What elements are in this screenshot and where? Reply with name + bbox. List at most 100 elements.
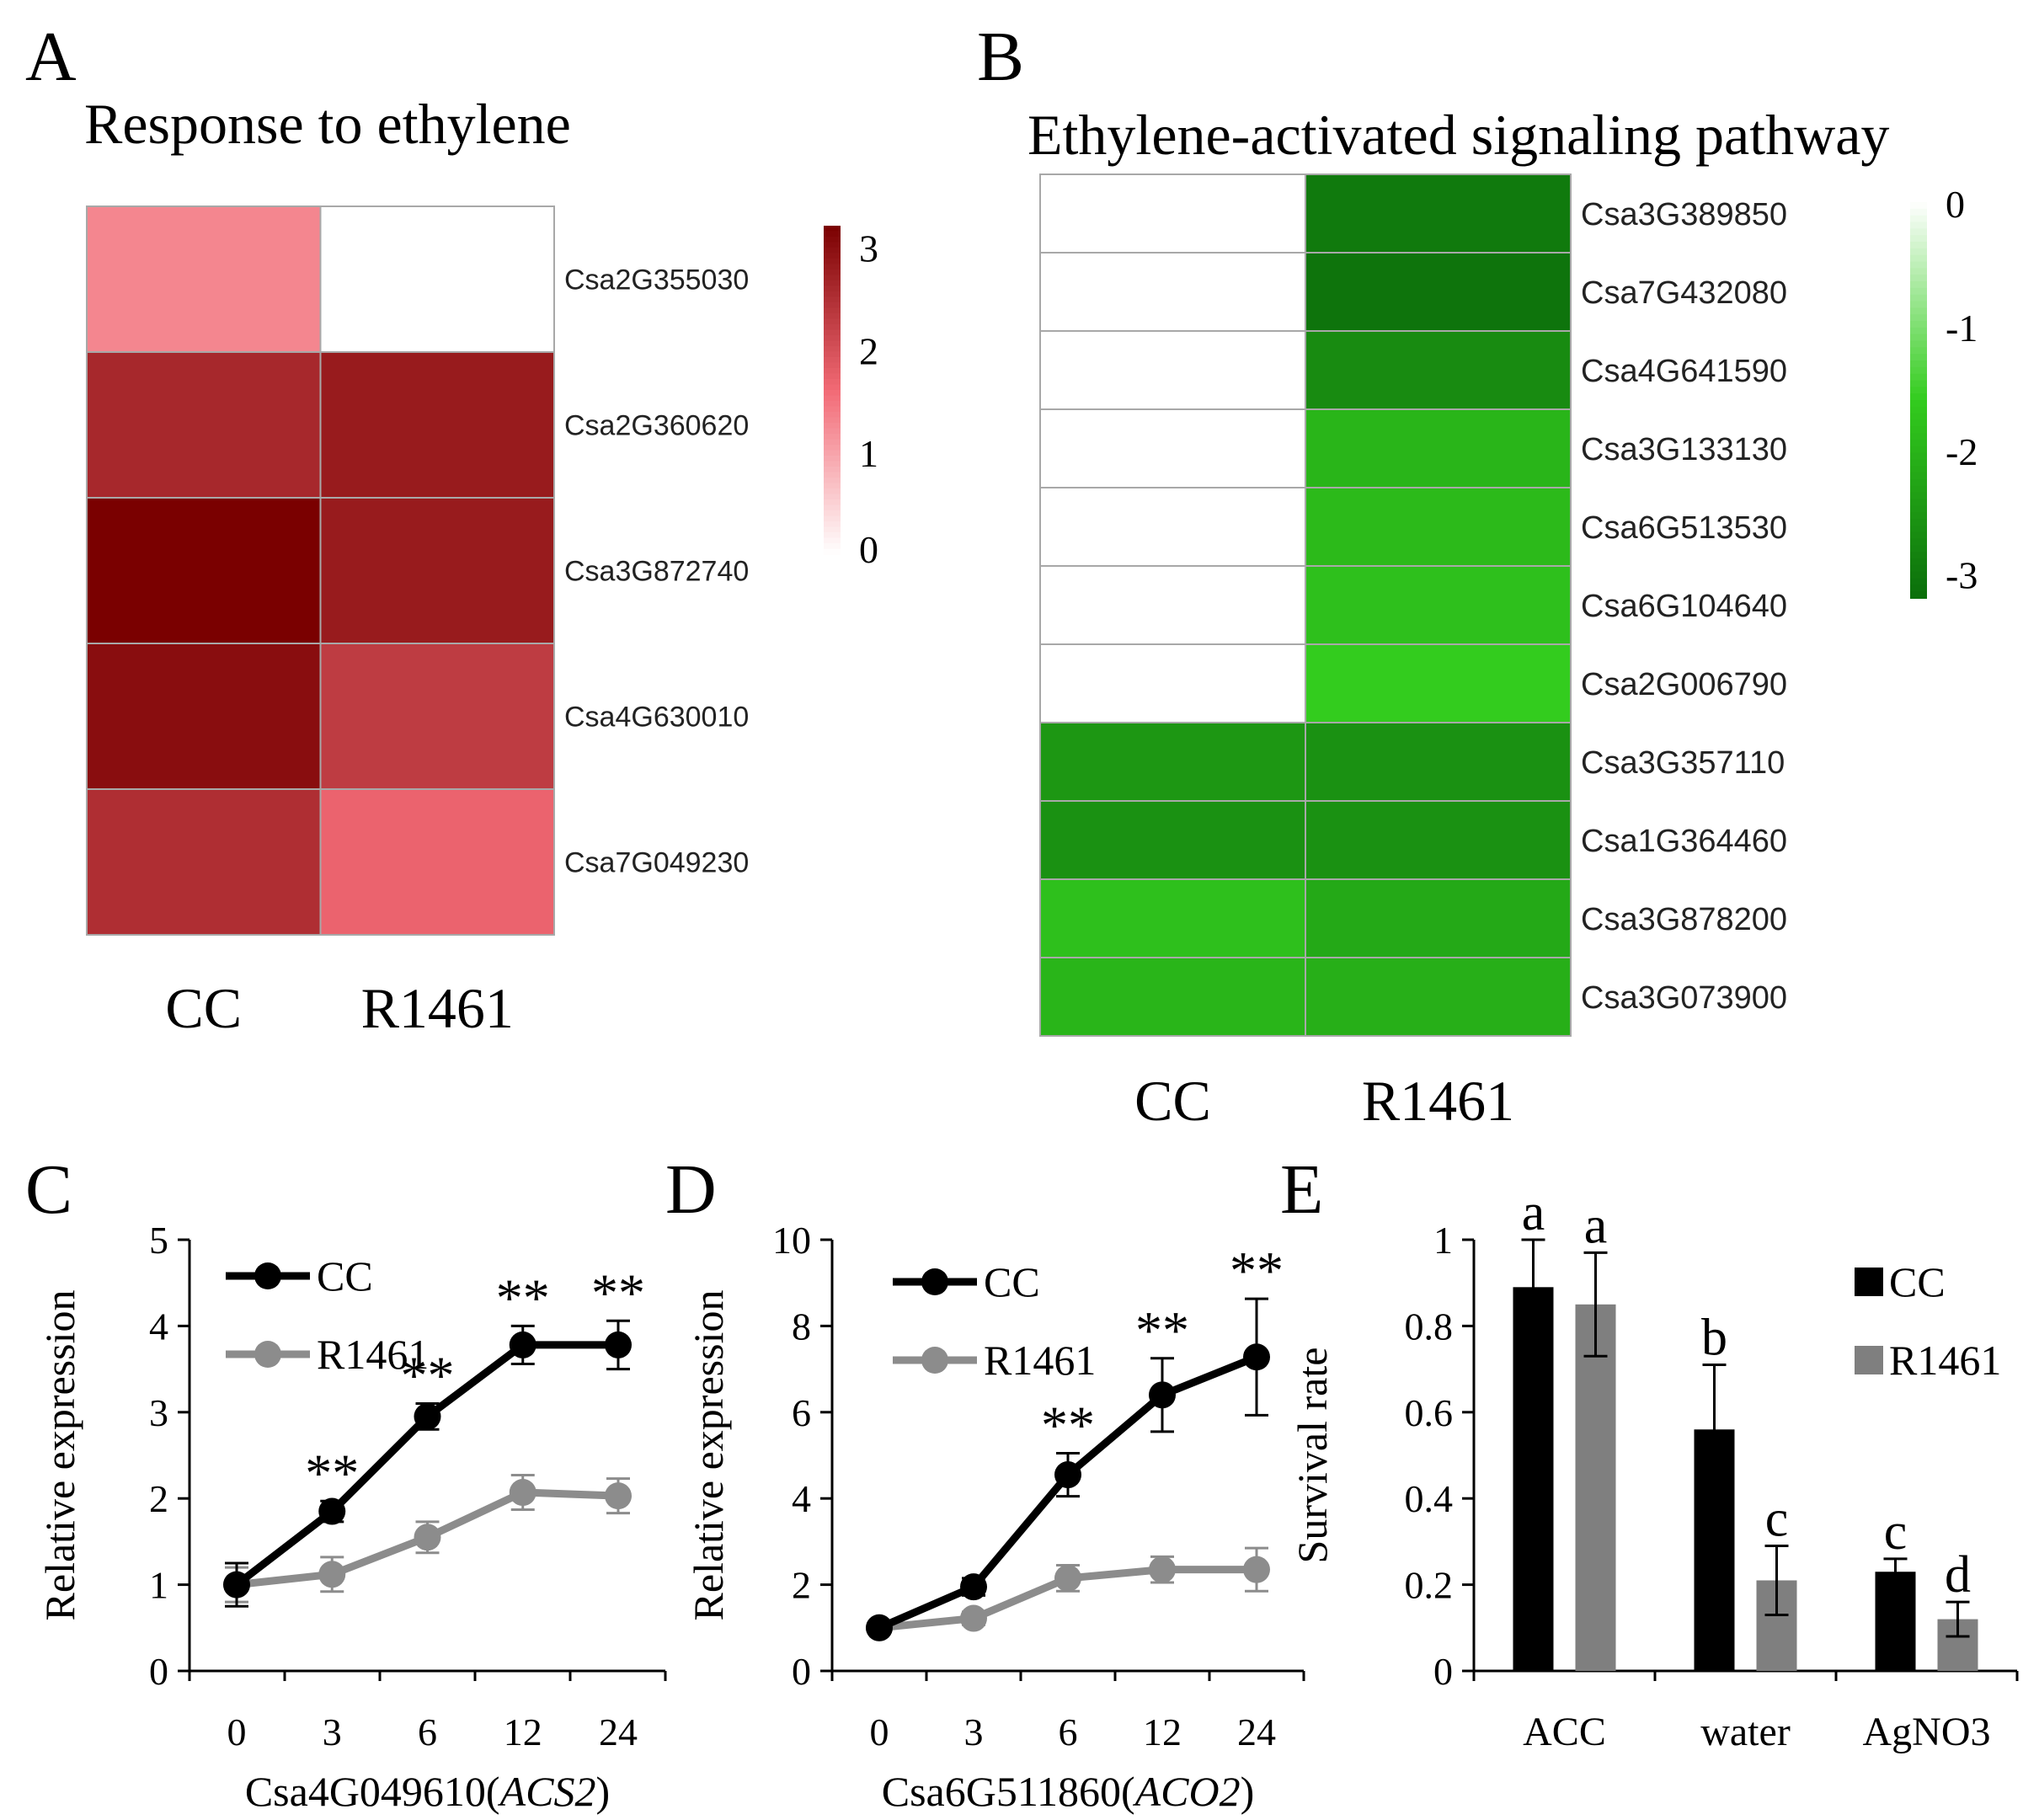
- colorbar-segment: [824, 537, 841, 544]
- y-tick-label: 0.6: [1405, 1391, 1454, 1434]
- data-point: [318, 1561, 346, 1588]
- heatmap-column-label: CC: [1134, 1069, 1211, 1133]
- colorbar-segment: [824, 324, 841, 331]
- heatmap-b: Ethylene-activated signaling pathway Csa…: [1028, 103, 1978, 1133]
- x-tick-label: 6: [1059, 1711, 1078, 1753]
- y-tick-label: 6: [792, 1391, 811, 1434]
- colorbar-segment: [824, 384, 841, 391]
- heatmap-row-label: Csa2G006790: [1581, 667, 1787, 702]
- heatmap-column-label: CC: [165, 976, 242, 1040]
- bar-chart-e: 0 0.2 0.4 0.6 0.8 1 Survival rate ACC a a water b c A…: [1289, 1184, 2019, 1754]
- colorbar-segment: [824, 526, 841, 533]
- x-tick-label: 6: [418, 1711, 437, 1753]
- heatmap-cell: [1305, 800, 1572, 880]
- data-point: [509, 1331, 536, 1358]
- y-axis-label: Relative expression: [36, 1290, 83, 1621]
- colorbar-segment: [824, 494, 841, 500]
- heatmap-row-label: Csa6G104640: [1581, 589, 1787, 624]
- colorbar-segment: [1910, 261, 1927, 270]
- legend-label: R1461: [1889, 1337, 2001, 1384]
- heatmap-cell: [1039, 878, 1306, 958]
- colorbar-segment: [1910, 512, 1927, 520]
- data-point: [866, 1614, 893, 1641]
- legend-label: CC: [1889, 1258, 1946, 1305]
- heatmap-row-label: Csa2G360620: [564, 410, 749, 442]
- colorbar-segment: [824, 445, 841, 451]
- colorbar-segment: [1910, 287, 1927, 296]
- bar-cc: [1875, 1572, 1916, 1671]
- colorbar-segment: [824, 543, 841, 550]
- y-tick-label: 4: [792, 1477, 811, 1520]
- colorbar-segment: [1910, 373, 1927, 382]
- panel-label-e: E: [1280, 1150, 1323, 1229]
- colorbar-segment: [824, 434, 841, 440]
- colorbar-segment: [1910, 406, 1927, 414]
- colorbar-segment: [824, 248, 841, 254]
- colorbar-tick-label: 1: [859, 432, 878, 475]
- heatmap-cell: [86, 351, 322, 499]
- colorbar-segment: [1910, 202, 1927, 210]
- heatmap-row-label: Csa7G049230: [564, 847, 749, 879]
- colorbar-segment: [1910, 419, 1927, 428]
- x-tick-label: 0: [870, 1711, 889, 1753]
- colorbar-segment: [1910, 294, 1927, 302]
- colorbar-segment: [1910, 472, 1927, 480]
- colorbar-segment: [824, 231, 841, 238]
- heatmap-cell: [1305, 408, 1572, 488]
- colorbar-segment: [824, 423, 841, 430]
- colorbar-segment: [1910, 519, 1927, 526]
- y-tick-label: 3: [149, 1391, 168, 1434]
- colorbar-segment: [824, 510, 841, 517]
- colorbar-segment: [824, 307, 841, 314]
- colorbar-segment: [1910, 426, 1927, 435]
- colorbar-segment: [1910, 433, 1927, 440]
- colorbar-segment: [1910, 466, 1927, 474]
- colorbar-segment: [824, 340, 841, 347]
- colorbar-segment: [1910, 387, 1927, 395]
- significance-marker: **: [591, 1262, 645, 1322]
- colorbar-segment: [824, 368, 841, 375]
- x-tick-label: 12: [504, 1711, 542, 1753]
- heatmap-cell: [1039, 408, 1306, 488]
- legend-marker: [921, 1347, 948, 1374]
- heatmap-cell: [319, 643, 555, 790]
- y-tick-label: 0.2: [1405, 1564, 1454, 1607]
- colorbar-segment: [1910, 380, 1927, 388]
- colorbar-segment: [1910, 393, 1927, 401]
- colorbar-segment: [1910, 591, 1927, 599]
- y-axis-label: Survival rate: [1289, 1348, 1336, 1564]
- data-point: [1149, 1556, 1176, 1583]
- data-point: [223, 1571, 250, 1599]
- colorbar-segment: [1910, 578, 1927, 586]
- colorbar-segment: [1910, 235, 1927, 243]
- colorbar-segment: [824, 280, 841, 287]
- data-point: [960, 1573, 987, 1601]
- heatmap-cell: [1039, 800, 1306, 880]
- data-point: [1054, 1564, 1081, 1592]
- data-point: [414, 1402, 441, 1430]
- heatmap-cell: [1039, 487, 1306, 567]
- colorbar-segment: [824, 456, 841, 462]
- colorbar-segment: [1910, 208, 1927, 216]
- heatmap-row-label: Csa3G073900: [1581, 980, 1787, 1016]
- x-tick-label: 3: [323, 1711, 342, 1753]
- colorbar-segment: [824, 357, 841, 364]
- colorbar-segment: [824, 335, 841, 342]
- colorbar-segment: [1910, 275, 1927, 282]
- colorbar-segment: [824, 428, 841, 435]
- colorbar-segment: [1910, 485, 1927, 494]
- heatmap-cell: [1305, 252, 1572, 332]
- y-tick-label: 5: [149, 1219, 168, 1262]
- y-tick-label: 10: [772, 1219, 811, 1262]
- heatmap-row-label: Csa3G389850: [1581, 197, 1787, 232]
- colorbar-segment: [824, 226, 841, 232]
- panel-label-a: A: [25, 18, 77, 96]
- panel-label-b: B: [977, 18, 1024, 96]
- colorbar-segment: [1910, 413, 1927, 421]
- colorbar-segment: [1910, 538, 1927, 547]
- colorbar-segment: [1910, 248, 1927, 256]
- colorbar-tick-label: -3: [1946, 554, 1978, 597]
- colorbar-tick-label: 0: [1946, 183, 1965, 226]
